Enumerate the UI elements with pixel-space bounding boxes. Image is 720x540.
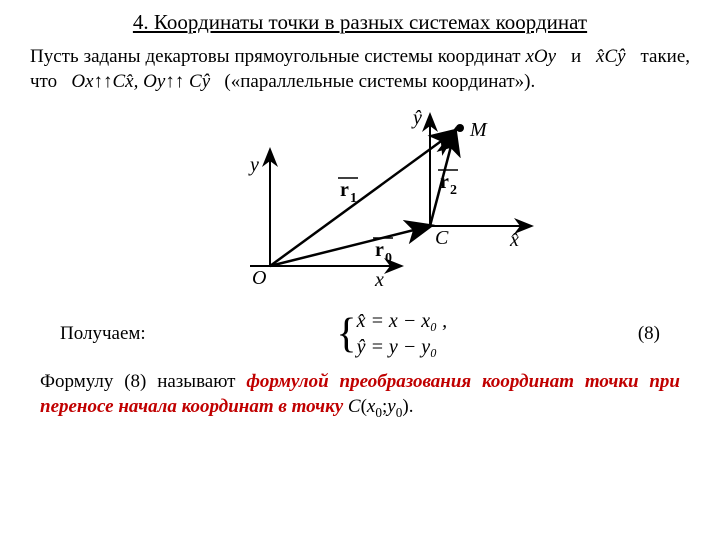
formula-row1: x̂ = x − x₀ , xyxy=(357,310,448,332)
intro-text: Пусть заданы декартовы прямоугольные сис… xyxy=(30,46,521,67)
r0-sub: 0 xyxy=(385,251,392,266)
r0-label: r xyxy=(375,239,384,261)
formula-row: Получаем: { x̂ = x − x₀ , ŷ = y − y₀ (8) xyxy=(30,308,690,360)
section-heading: 4. Координаты точки в разных системах ко… xyxy=(30,10,690,35)
r2-sub: 2 xyxy=(450,183,457,198)
yhat-label: ŷ xyxy=(411,107,422,129)
receive-label: Получаем: xyxy=(30,323,146,345)
xcy-label: x̂Cŷ xyxy=(596,46,626,67)
c-letter: C xyxy=(348,396,361,417)
r1-sub: 1 xyxy=(350,191,357,206)
m-label: M xyxy=(469,119,488,141)
brace-icon: { xyxy=(336,313,356,355)
r2-label: r xyxy=(440,171,449,193)
paren-open: («параллельные xyxy=(224,71,353,92)
o-label: O xyxy=(252,267,266,289)
y-var: y xyxy=(387,396,395,417)
close-paren: ). xyxy=(402,396,413,417)
parallel-axes: Ox↑↑Cx̂, Oy↑↑ Cŷ xyxy=(71,71,210,92)
coordinate-diagram: y x O ŷ x̂ C M r 1 r 2 r 0 xyxy=(30,96,690,302)
and-word: и xyxy=(571,46,581,67)
x-label: x xyxy=(374,269,384,291)
conclusion-intro: Формулу (8) называют xyxy=(40,371,235,392)
diagram-svg: y x O ŷ x̂ C M r 1 r 2 r 0 xyxy=(180,96,540,296)
y-label: y xyxy=(248,154,259,176)
conclusion-paragraph: Формулу (8) называют формулой преобразов… xyxy=(30,370,690,421)
c-label: C xyxy=(435,227,449,249)
point-m xyxy=(456,124,464,132)
formula-system: { x̂ = x − x₀ , ŷ = y − y₀ xyxy=(146,308,638,360)
formula-row2: ŷ = y − y₀ xyxy=(357,336,438,358)
intro-paragraph: Пусть заданы декартовы прямоугольные сис… xyxy=(30,45,690,94)
paren-close: системы координат»). xyxy=(359,71,536,92)
vector-r0 xyxy=(270,226,430,266)
xhat-label: x̂ xyxy=(509,229,519,251)
r1-label: r xyxy=(340,179,349,201)
xoy-label: xOy xyxy=(526,46,557,67)
formula-number: (8) xyxy=(638,323,690,345)
vector-r1 xyxy=(270,131,455,266)
